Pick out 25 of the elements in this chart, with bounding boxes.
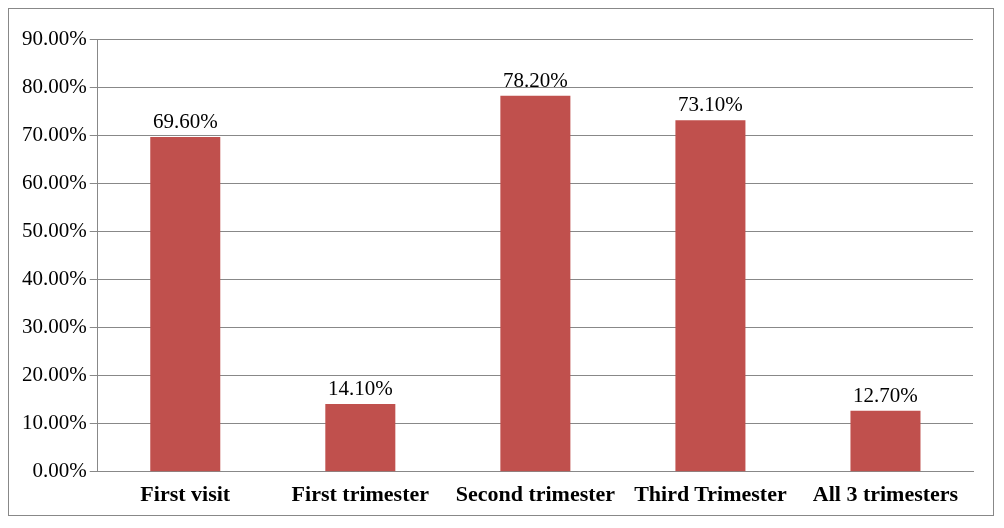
- y-tick-label: 40.00%: [21, 265, 87, 290]
- data-label: 14.10%: [327, 375, 393, 400]
- bar: [325, 403, 396, 472]
- y-tick-label: 70.00%: [21, 121, 87, 146]
- x-tick-label: First trimester: [291, 481, 430, 507]
- data-label: 69.60%: [152, 109, 218, 134]
- bar: [500, 95, 571, 472]
- bar: [675, 120, 746, 472]
- x-tick-label: Second trimester: [455, 481, 616, 507]
- bar: [850, 410, 921, 472]
- data-label: 12.70%: [853, 382, 918, 407]
- y-tick-label: 50.00%: [21, 217, 87, 242]
- x-tick-label: Third Trimester: [634, 481, 787, 507]
- y-tick-label: 10.00%: [21, 410, 87, 435]
- data-label: 78.20%: [503, 67, 568, 92]
- y-tick-label: 0.00%: [32, 458, 87, 483]
- bar: [150, 137, 221, 472]
- x-tick-label: All 3 trimesters: [812, 481, 959, 507]
- x-tick-label: First visit: [140, 481, 231, 507]
- y-tick-label: 60.00%: [21, 169, 87, 194]
- y-tick-label: 80.00%: [21, 73, 87, 98]
- y-tick-label: 30.00%: [21, 313, 87, 338]
- y-tick-label: 20.00%: [21, 362, 87, 387]
- data-label: 73.10%: [678, 92, 743, 117]
- y-tick-label: 90.00%: [21, 25, 87, 50]
